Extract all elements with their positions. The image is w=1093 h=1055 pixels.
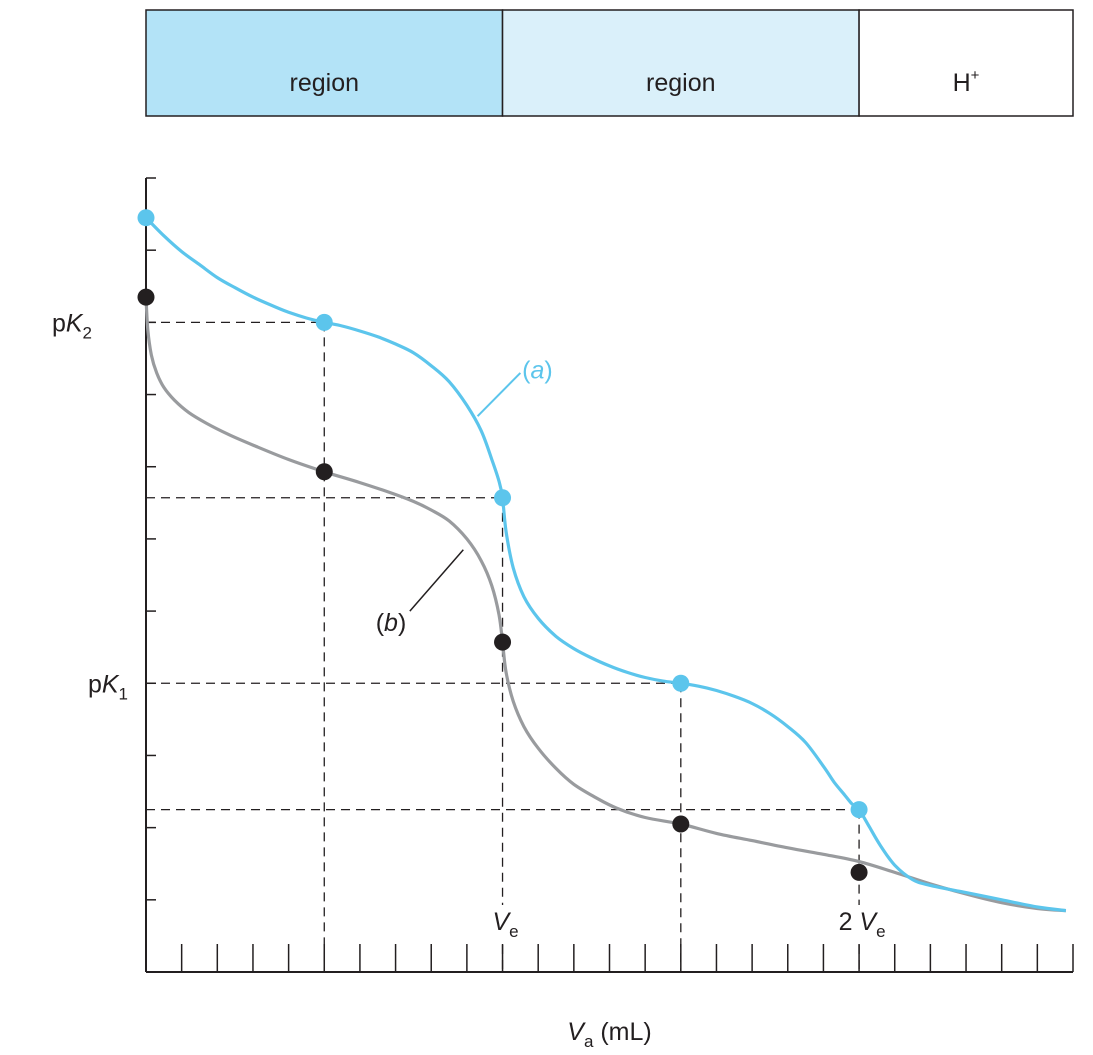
- annotation-1: 2 Ve: [839, 908, 886, 941]
- point-A: [137, 209, 155, 227]
- callout-leader-a: [476, 372, 522, 417]
- point-B: [315, 313, 333, 331]
- point-E: [850, 801, 868, 819]
- points-layer: [137, 209, 868, 881]
- callout-leader-b: [409, 549, 464, 612]
- point-C: [494, 489, 512, 507]
- pk-label-1: pK1: [88, 670, 128, 703]
- point-D: [672, 674, 690, 692]
- region-label-line2: H+: [953, 67, 980, 97]
- series-label-a: (a): [522, 356, 553, 384]
- pk-label-2: pK2: [52, 309, 92, 342]
- point-H: [494, 633, 512, 651]
- region-label-line2: region: [290, 69, 360, 97]
- annotations: Ve 2 Ve: [492, 908, 885, 941]
- region-bar: region region H+: [145, 9, 1074, 117]
- region-box-1: [501, 9, 860, 117]
- point-I: [672, 815, 690, 833]
- annotation-0: Ve: [492, 908, 518, 941]
- region-box-2: [858, 9, 1074, 117]
- series-callouts: (a) (b): [376, 356, 553, 637]
- region-box-0: [145, 9, 504, 117]
- axes: pK2 pK1 Va (mL): [52, 177, 1074, 1051]
- region-label-line2: region: [646, 69, 716, 97]
- series-line-a: [144, 216, 1067, 913]
- point-J: [850, 863, 868, 881]
- point-F: [137, 288, 155, 306]
- x-axis-label: Va (mL): [567, 1018, 651, 1051]
- point-G: [315, 463, 333, 481]
- series-line-b: [144, 297, 1066, 913]
- series-label-b: (b): [376, 609, 407, 637]
- series-layer: [144, 216, 1067, 913]
